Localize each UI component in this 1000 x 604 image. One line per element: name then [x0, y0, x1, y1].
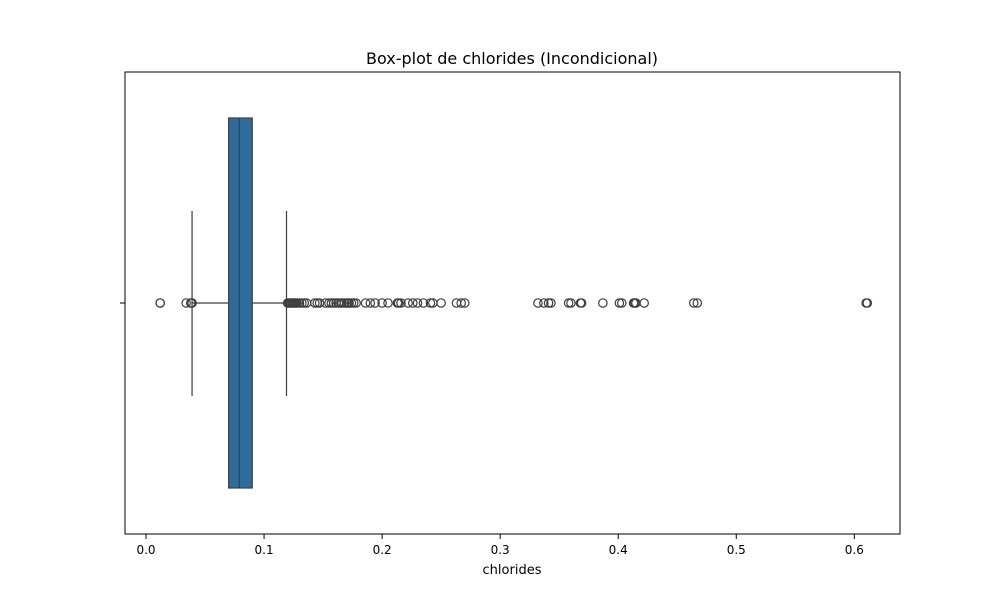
- x-tick-label: 0.3: [491, 543, 510, 557]
- outlier-point: [533, 298, 543, 308]
- chart-title: Box-plot de chlorides (Incondicional): [366, 49, 658, 68]
- outlier-point: [346, 298, 357, 308]
- outlier-point: [294, 298, 305, 308]
- x-tick-label: 0.4: [609, 543, 628, 557]
- outlier-point: [862, 298, 873, 308]
- outlier-point: [310, 298, 320, 308]
- outlier-point: [383, 298, 393, 308]
- outlier-point: [614, 298, 625, 308]
- outlier-point: [616, 298, 627, 308]
- outlier-point: [546, 298, 556, 308]
- outlier-point: [403, 298, 413, 308]
- outlier-point: [337, 298, 347, 308]
- outlier-point: [436, 298, 446, 308]
- outlier-point: [370, 298, 380, 308]
- x-tick-label: 0.0: [136, 543, 155, 557]
- outlier-point: [412, 298, 423, 308]
- outlier-point: [326, 298, 337, 308]
- outlier-point: [598, 298, 608, 308]
- x-tick-label: 0.2: [373, 543, 392, 557]
- outlier-point: [576, 298, 587, 308]
- x-axis-label: chlorides: [483, 563, 542, 578]
- plot-marks: [155, 117, 873, 489]
- outlier-point: [396, 298, 406, 308]
- outlier-point: [563, 298, 574, 308]
- outlier-point: [543, 298, 554, 308]
- outlier-point: [181, 298, 191, 308]
- outlier-point: [688, 298, 699, 308]
- outlier-point: [314, 298, 325, 308]
- outlier-point: [459, 298, 470, 308]
- outlier-point: [692, 298, 703, 308]
- outlier-point: [566, 298, 576, 308]
- outlier-point: [418, 298, 429, 308]
- outlier-point: [344, 298, 354, 308]
- outlier-point: [408, 298, 418, 308]
- outlier-point: [348, 298, 359, 308]
- outlier-point: [425, 298, 436, 308]
- outlier-point: [324, 298, 334, 308]
- box-iqr: [228, 117, 253, 489]
- x-tick-label: 0.5: [727, 543, 746, 557]
- x-tick-label: 0.1: [255, 543, 274, 557]
- outlier-point: [456, 298, 467, 308]
- outlier-point: [393, 298, 404, 308]
- outlier-point: [639, 298, 649, 308]
- outlier-point: [292, 298, 302, 308]
- outlier-point: [365, 298, 376, 308]
- outlier-point: [297, 298, 307, 308]
- outlier-point: [187, 298, 197, 308]
- x-tick-label: 0.6: [845, 543, 864, 557]
- outlier-point: [360, 298, 371, 308]
- outlier-point: [299, 298, 310, 308]
- outlier-point: [155, 298, 165, 308]
- outlier-point: [539, 298, 549, 308]
- outlier-point: [339, 298, 350, 308]
- outlier-point: [351, 298, 361, 308]
- x-axis: 0.0 0.1 0.2 0.3 0.4 0.5 0.6: [136, 534, 864, 557]
- outlier-point: [377, 298, 387, 308]
